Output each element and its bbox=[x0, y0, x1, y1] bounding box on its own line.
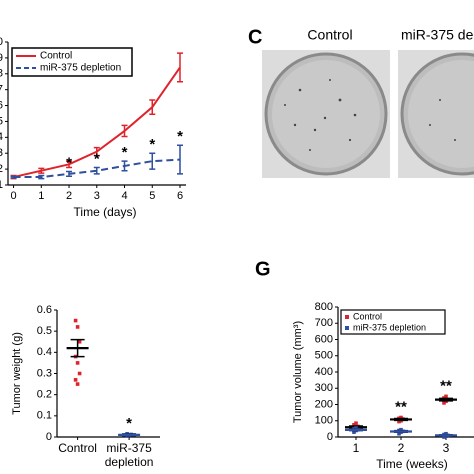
annotation: * bbox=[122, 144, 128, 161]
error-bar bbox=[149, 152, 156, 170]
annotation: * bbox=[149, 136, 155, 153]
y-tick-label: 800 bbox=[315, 301, 333, 313]
y-tick-label: 5 bbox=[0, 115, 3, 127]
image-caption: miR-375 depletion bbox=[401, 27, 474, 43]
data-point bbox=[77, 339, 82, 344]
x-tick-label: 1 bbox=[353, 441, 360, 455]
error-bar bbox=[38, 167, 45, 174]
data-point bbox=[75, 382, 80, 386]
y-tick-label: 0.2 bbox=[37, 389, 52, 401]
error-bar bbox=[10, 175, 17, 179]
y-tick-label: 2 bbox=[0, 163, 3, 175]
x-tick-label: 3 bbox=[443, 441, 450, 455]
data-point bbox=[75, 325, 80, 329]
panel-c: C Control miR-375 depletion bbox=[248, 26, 474, 178]
data-point bbox=[399, 415, 403, 420]
y-tick-label: 9 bbox=[0, 52, 3, 64]
y-tick-label: 500 bbox=[315, 350, 333, 362]
y-tick-label: 3 bbox=[0, 147, 3, 159]
data-point bbox=[77, 371, 82, 376]
x-tick-label: 6 bbox=[177, 190, 183, 202]
annotation: * bbox=[177, 128, 183, 145]
data-point bbox=[444, 431, 448, 436]
data-point bbox=[73, 318, 78, 323]
y-tick-label: 0.4 bbox=[37, 346, 52, 358]
panel-label: G bbox=[255, 258, 271, 280]
y-tick-label: 600 bbox=[315, 333, 333, 345]
error-bar bbox=[93, 166, 100, 175]
legend-swatch bbox=[345, 326, 349, 330]
y-tick-label: 0.1 bbox=[37, 410, 52, 422]
error-bar bbox=[66, 170, 73, 178]
y-axis-label: Tumor volume (mm³) bbox=[292, 321, 304, 423]
y-tick-label: 100 bbox=[315, 415, 333, 427]
y-tick-label: 10 bbox=[0, 36, 3, 48]
colonies bbox=[284, 79, 456, 151]
annotation: ** bbox=[395, 398, 407, 415]
data-point bbox=[354, 421, 358, 425]
y-tick-label: 700 bbox=[315, 317, 333, 329]
legend-box bbox=[11, 47, 133, 77]
legend-label: miR-375 depletion bbox=[353, 322, 426, 332]
error-bar bbox=[66, 160, 73, 169]
annotation: ** bbox=[440, 377, 452, 394]
data-point bbox=[442, 435, 446, 439]
annotation: * bbox=[126, 415, 132, 432]
legend-label: Control bbox=[353, 311, 382, 321]
data-point bbox=[73, 378, 78, 382]
error-bar bbox=[177, 52, 183, 83]
error-bar bbox=[149, 99, 156, 116]
plate-inner bbox=[408, 60, 474, 168]
panel-label: C bbox=[248, 26, 262, 48]
x-tick-label: miR-375 depletion bbox=[105, 441, 154, 469]
error-bar bbox=[38, 174, 45, 180]
y-tick-label: 0.6 bbox=[37, 304, 52, 316]
x-tick-label: 2 bbox=[66, 190, 72, 202]
x-axis-label: Time (weeks) bbox=[376, 457, 448, 471]
x-tick-label: 4 bbox=[121, 190, 127, 202]
legend-box bbox=[340, 309, 446, 335]
plate-inner bbox=[272, 60, 380, 168]
annotation: * bbox=[66, 154, 72, 171]
data-point bbox=[442, 401, 446, 405]
y-tick-label: 0 bbox=[327, 431, 333, 443]
legend-swatch bbox=[345, 315, 349, 319]
error-bar bbox=[93, 146, 100, 157]
x-tick-label: Control bbox=[58, 441, 97, 455]
y-tick-label: 200 bbox=[315, 398, 333, 410]
data-point bbox=[444, 394, 448, 399]
x-tick-label: 3 bbox=[94, 190, 100, 202]
data-point bbox=[399, 427, 403, 432]
data-point bbox=[354, 426, 358, 430]
error-bar bbox=[121, 124, 128, 138]
x-tick-label: 0 bbox=[10, 190, 16, 202]
y-tick-label: 0 bbox=[46, 431, 52, 443]
y-tick-label: 6 bbox=[0, 99, 3, 111]
y-tick-label: 0.5 bbox=[37, 325, 52, 337]
error-bar bbox=[177, 144, 183, 175]
error-bar bbox=[121, 160, 128, 172]
data-point bbox=[75, 361, 80, 365]
data-point bbox=[397, 431, 401, 436]
x-tick-label: 5 bbox=[149, 190, 155, 202]
image-caption: Control bbox=[307, 27, 352, 43]
annotation: * bbox=[94, 150, 100, 167]
x-tick-label: 1 bbox=[38, 190, 44, 202]
legend-label: miR-375 depletion bbox=[40, 63, 121, 74]
y-tick-label: 4 bbox=[0, 131, 3, 143]
y-tick-label: 1 bbox=[0, 179, 3, 191]
data-point bbox=[397, 419, 401, 424]
x-tick-label: 2 bbox=[398, 441, 405, 455]
y-tick-label: 300 bbox=[315, 382, 333, 394]
y-tick-label: 0.3 bbox=[37, 367, 52, 379]
data-point bbox=[352, 423, 356, 427]
legend-label: Control bbox=[40, 51, 72, 62]
data-point bbox=[352, 430, 356, 434]
x-axis-label: Time (days) bbox=[74, 205, 137, 219]
y-tick-label: 400 bbox=[315, 366, 333, 378]
y-axis-label: Tumor weight (g) bbox=[11, 332, 23, 415]
y-tick-label: 7 bbox=[0, 84, 3, 96]
y-tick-label: 8 bbox=[0, 68, 3, 80]
